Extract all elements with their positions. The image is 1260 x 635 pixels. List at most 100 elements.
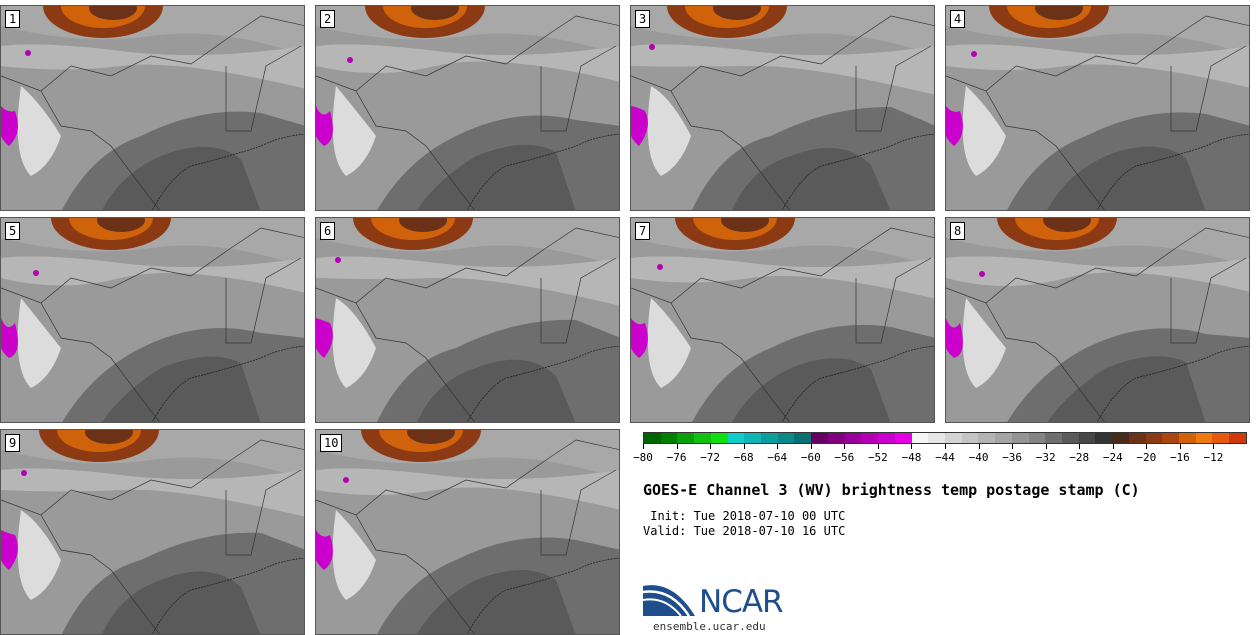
colorbar-swatch xyxy=(894,433,912,443)
colorbar-swatch xyxy=(995,433,1012,443)
colorbar-tick xyxy=(1213,444,1215,449)
colorbar-tick-label: −12 xyxy=(1203,451,1224,464)
colorbar-tick-label: −16 xyxy=(1169,451,1190,464)
colorbar-swatch xyxy=(1112,433,1129,443)
wv-map xyxy=(631,218,934,422)
colorbar-swatch xyxy=(1212,433,1230,443)
colorbar-tick-label: −60 xyxy=(800,451,821,464)
colorbar-tick-label: −48 xyxy=(901,451,922,464)
colorbar-swatch xyxy=(1229,433,1246,443)
colorbar-swatch xyxy=(911,433,929,443)
colorbar-tick xyxy=(945,444,946,449)
colorbar-tick-label: −44 xyxy=(935,451,955,464)
colorbar-swatch xyxy=(710,433,728,443)
colorbar-ticks: −80 −76 −72 −68 −64 −60 −56 −52 −48 −44 −40 −36 −32−… xyxy=(633,444,1247,466)
postage-stamp-panel: 7 xyxy=(630,217,935,423)
colorbar-tick xyxy=(710,444,712,449)
panel-number-label: 4 xyxy=(950,10,966,28)
wv-map xyxy=(631,6,934,210)
postage-stamp-panel: 5 xyxy=(0,217,305,423)
colorbar-tick xyxy=(877,444,879,449)
wv-map xyxy=(946,218,1249,422)
ncar-logo-text: NCAR xyxy=(699,584,784,620)
postage-stamp-panel: 6 xyxy=(315,217,620,423)
colorbar-tick-label: −80 xyxy=(633,451,653,464)
colorbar-swatch xyxy=(861,433,879,443)
colorbar-tick xyxy=(643,444,644,449)
colorbar-tick xyxy=(911,444,913,449)
init-time: Init: Tue 2018-07-10 00 UTC xyxy=(643,509,846,523)
colorbar-swatch xyxy=(744,433,762,443)
postage-stamp-panel: 10 xyxy=(315,429,620,635)
colorbar-tick-label: −24 xyxy=(1102,451,1123,464)
figure-title: GOES-E Channel 3 (WV) brightness temp po… xyxy=(643,481,1140,499)
colorbar-swatch xyxy=(1028,433,1046,443)
postage-stamp-panel: 1 xyxy=(0,5,305,211)
colorbar-tick xyxy=(810,444,812,449)
colorbar-swatch xyxy=(1195,433,1213,443)
panel-number-label: 8 xyxy=(950,222,966,240)
colorbar-tick xyxy=(844,444,846,449)
colorbar-tick xyxy=(1012,444,1014,449)
colorbar-tick-label: −68 xyxy=(733,451,754,464)
colorbar-swatch xyxy=(1145,433,1163,443)
postage-stamp-panel: 3 xyxy=(630,5,935,211)
colorbar-tick xyxy=(1112,444,1114,449)
colorbar-swatch xyxy=(928,433,945,443)
panel-number-label: 5 xyxy=(5,222,21,240)
colorbar-tick-label: −20 xyxy=(1136,451,1157,464)
panel-number-label: 1 xyxy=(5,10,21,28)
colorbar-swatch xyxy=(777,433,795,443)
colorbar-tick xyxy=(1079,444,1081,449)
ncar-logo-icon xyxy=(643,585,695,617)
wv-map xyxy=(316,6,619,210)
colorbar-tick-label: −72 xyxy=(700,451,721,464)
colorbar-tick-label: −28 xyxy=(1069,451,1090,464)
colorbar-tick xyxy=(1179,444,1181,449)
postage-stamp-panel: 8 xyxy=(945,217,1250,423)
panel-number-label: 10 xyxy=(320,434,343,452)
colorbar-swatch xyxy=(961,433,979,443)
valid-time: Valid: Tue 2018-07-10 16 UTC xyxy=(643,524,846,538)
panel-number-label: 2 xyxy=(320,10,336,28)
colorbar-tick-label: −52 xyxy=(867,451,888,464)
colorbar-swatch xyxy=(978,433,996,443)
colorbar-swatch xyxy=(944,433,962,443)
colorbar-tick-label: −76 xyxy=(666,451,687,464)
colorbar xyxy=(643,432,1247,444)
colorbar-swatch xyxy=(761,433,778,443)
colorbar-tick-label: −64 xyxy=(767,451,788,464)
colorbar-tick xyxy=(743,444,745,449)
colorbar-tick xyxy=(1045,444,1047,449)
colorbar-swatch xyxy=(1045,433,1062,443)
colorbar-swatch xyxy=(694,433,711,443)
wv-map xyxy=(316,218,619,422)
colorbar-swatch xyxy=(727,433,745,443)
site-url: ensemble.ucar.edu xyxy=(653,620,766,633)
colorbar-tick-label: −36 xyxy=(1002,451,1023,464)
colorbar-tick xyxy=(1146,444,1148,449)
panel-number-label: 3 xyxy=(635,10,651,28)
colorbar-tick-label: −40 xyxy=(968,451,989,464)
colorbar-swatch xyxy=(811,433,828,443)
colorbar-swatch xyxy=(644,433,661,443)
wv-map xyxy=(1,218,304,422)
colorbar-swatch xyxy=(827,433,845,443)
colorbar-swatch xyxy=(844,433,862,443)
colorbar-swatch xyxy=(1095,433,1113,443)
colorbar-swatch xyxy=(794,433,812,443)
colorbar-tick xyxy=(978,444,980,449)
postage-stamp-panel: 9 xyxy=(0,429,305,635)
panel-number-label: 7 xyxy=(635,222,651,240)
colorbar-tick xyxy=(676,444,678,449)
panel-number-label: 6 xyxy=(320,222,336,240)
colorbar-swatch xyxy=(878,433,895,443)
wv-map xyxy=(316,430,619,634)
wv-map xyxy=(1,6,304,210)
colorbar-swatch xyxy=(1011,433,1029,443)
colorbar-tick xyxy=(777,444,779,449)
colorbar-swatch xyxy=(1078,433,1096,443)
postage-stamp-panel: 4 xyxy=(945,5,1250,211)
colorbar-swatch xyxy=(1179,433,1196,443)
colorbar-swatch xyxy=(677,433,695,443)
